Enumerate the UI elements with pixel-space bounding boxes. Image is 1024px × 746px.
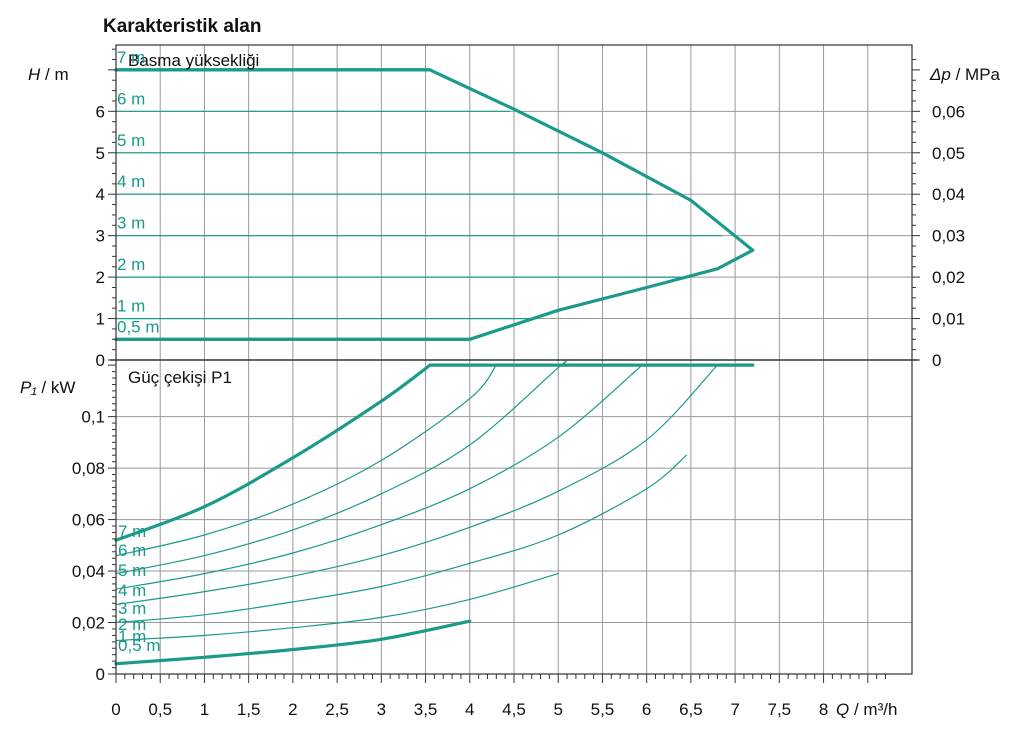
x-tick-label: 5 (553, 700, 562, 719)
power-curve-1-m (115, 573, 559, 642)
x-tick-label: 6,5 (679, 700, 703, 719)
x-tick-label: 1,5 (237, 700, 261, 719)
y-tick-label: 4 (96, 185, 105, 204)
y2-tick-label: 0,05 (932, 144, 965, 163)
x-tick-label: 4,5 (502, 700, 526, 719)
panel-label-power: Güç çekişi P1 (128, 368, 232, 387)
power-curve-label: 5 m (118, 561, 146, 580)
head-envelope (114, 68, 755, 341)
x-tick-label: 4 (465, 700, 474, 719)
head-curve-label: 2 m (117, 255, 145, 274)
y-tick-label: 0,08 (72, 459, 105, 478)
x-tick-label: 3,5 (414, 700, 438, 719)
y-tick-label: 0,02 (72, 614, 105, 633)
x-tick-label: 3 (377, 700, 386, 719)
y-tick-label: 0,04 (72, 562, 105, 581)
power-curve-label: 3 m (118, 599, 146, 618)
x-tick-label: 2,5 (325, 700, 349, 719)
x-tick-label: 2 (288, 700, 297, 719)
y2-tick-label: 0,04 (932, 185, 965, 204)
x-tick-label: 8 (819, 700, 828, 719)
x-tick-label: 0,5 (148, 700, 172, 719)
x-tick-label: 0 (111, 700, 120, 719)
y-axis-label-bottom: P₁ / kW (20, 378, 75, 397)
power-curve-label: 1 m (118, 627, 146, 646)
y-tick-label: 6 (96, 102, 105, 121)
head-curve-label: 4 m (117, 172, 145, 191)
head-curve-label: 6 m (117, 89, 145, 108)
power-curve-label: 2 m (118, 615, 146, 634)
y-tick-label: 5 (96, 144, 105, 163)
head-curve-label: 5 m (117, 131, 145, 150)
y-tick-label: 1 (96, 310, 105, 329)
y2-tick-label: 0,03 (932, 227, 965, 246)
power-curve-0-5-m (114, 619, 472, 666)
power-curve-label: 4 m (118, 581, 146, 600)
y-tick-label: 0,06 (72, 511, 105, 530)
frame-layer (108, 44, 920, 683)
y-tick-label: 2 (96, 268, 105, 287)
y2-tick-label: 0,02 (932, 268, 965, 287)
x-tick-label: 5,5 (591, 700, 615, 719)
y-tick-label: 0,1 (81, 408, 105, 427)
y2-axis-label: Δp / MPa (929, 65, 1001, 84)
head-curve-label: 1 m (117, 297, 145, 316)
head-curve-label: 0,5 m (117, 317, 160, 336)
x-tick-label: 7,5 (768, 700, 792, 719)
power-curve-6-m (115, 364, 497, 557)
x-tick-label: 7 (730, 700, 739, 719)
curves-layer (114, 68, 755, 666)
y-axis-label-top: H / m (28, 65, 69, 84)
power-curve-label: 0,5 m (118, 636, 161, 655)
power-curve-2-m (115, 454, 688, 624)
power-curve-label: 7 m (118, 522, 146, 541)
chart-title: Karakteristik alan (103, 16, 262, 37)
y-tick-label: 3 (96, 227, 105, 246)
y-tick-label: 0 (96, 665, 105, 684)
head-curve-label: 7 m (117, 48, 145, 67)
y-tick-label: 0 (96, 351, 105, 370)
y2-tick-label: 0 (932, 351, 941, 370)
power-curve-label: 6 m (118, 541, 146, 560)
y2-tick-label: 0,06 (932, 102, 965, 121)
x-axis-label: Q / m³/h (836, 700, 897, 719)
panel-label-head: Basma yüksekliği (128, 51, 259, 70)
head-curve-label: 3 m (117, 214, 145, 233)
y2-tick-label: 0,01 (932, 310, 965, 329)
x-tick-label: 6 (642, 700, 651, 719)
power-curve-5-m (115, 360, 567, 575)
power-curve-4-m (115, 364, 643, 590)
text-layer: 0 1 2 3 4 5 6 0 0,01 0,02 0,03 0,04 0,05 0,06 0 0,02 0,0… (20, 48, 1001, 719)
power-curve-3-m (115, 364, 718, 606)
x-tick-label: 1 (200, 700, 209, 719)
power-curve-7-m (114, 363, 432, 542)
